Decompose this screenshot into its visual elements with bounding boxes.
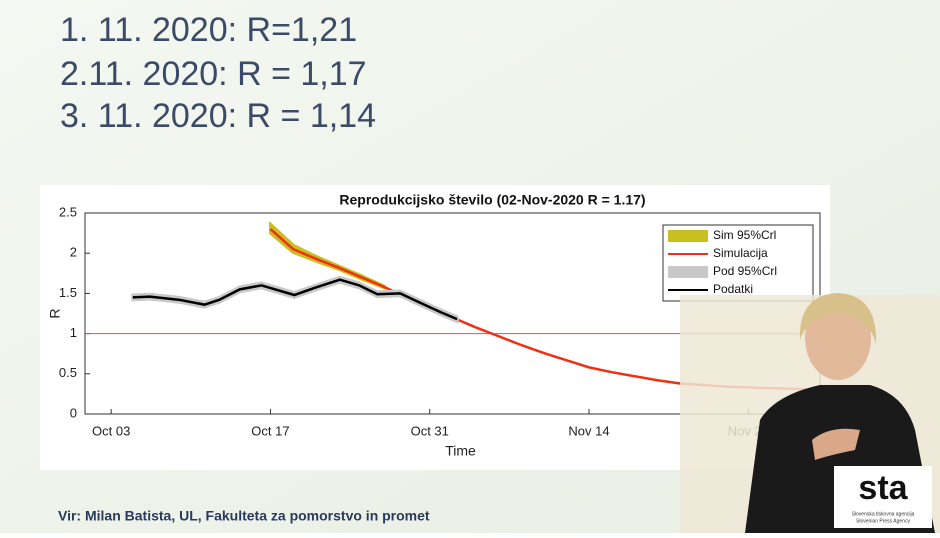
x-tick-label: Nov 14	[568, 423, 609, 438]
x-tick-label: Oct 17	[251, 423, 289, 438]
y-axis-label: R	[47, 308, 63, 318]
y-tick-label: 0	[70, 405, 77, 420]
presenter	[680, 293, 940, 533]
logo-line: Slovenska tiskovna agencija	[852, 511, 915, 517]
y-tick-label: 2.5	[59, 204, 77, 219]
band	[131, 275, 459, 324]
legend-label: Sim 95%Crl	[713, 228, 776, 242]
legend-label: Simulacija	[713, 246, 768, 260]
y-tick-label: 0.5	[59, 365, 77, 380]
heading: 3. 11. 2020: R = 1,14	[60, 97, 376, 135]
source: Vir: Milan Batista, UL, Fakulteta za pom…	[58, 508, 430, 524]
logo: sta Slovenska tiskovna agencija Slovenia…	[834, 466, 932, 528]
chart: Reprodukcijsko število (02-Nov-2020 R = …	[47, 192, 821, 459]
series-line	[132, 278, 458, 321]
y-tick-label: 1	[70, 325, 77, 340]
y-tick-label: 1.5	[59, 285, 77, 300]
legend-label: Pod 95%Crl	[713, 264, 777, 278]
x-tick-label: Oct 31	[411, 423, 449, 438]
y-tick-label: 2	[70, 245, 77, 260]
x-axis-label: Time	[445, 443, 476, 459]
logo-name: sta	[858, 469, 908, 507]
legend-swatch	[668, 266, 708, 278]
logo-line: Slovenian Press Agency	[856, 518, 910, 524]
x-tick-label: Oct 03	[92, 423, 130, 438]
chart-title: Reprodukcijsko število (02-Nov-2020 R = …	[339, 192, 645, 208]
legend-label: Podatki	[713, 282, 753, 296]
heading: 2.11. 2020: R = 1,17	[60, 55, 367, 93]
legend-swatch	[668, 230, 708, 242]
heading: 1. 11. 2020: R=1,21	[60, 11, 357, 49]
